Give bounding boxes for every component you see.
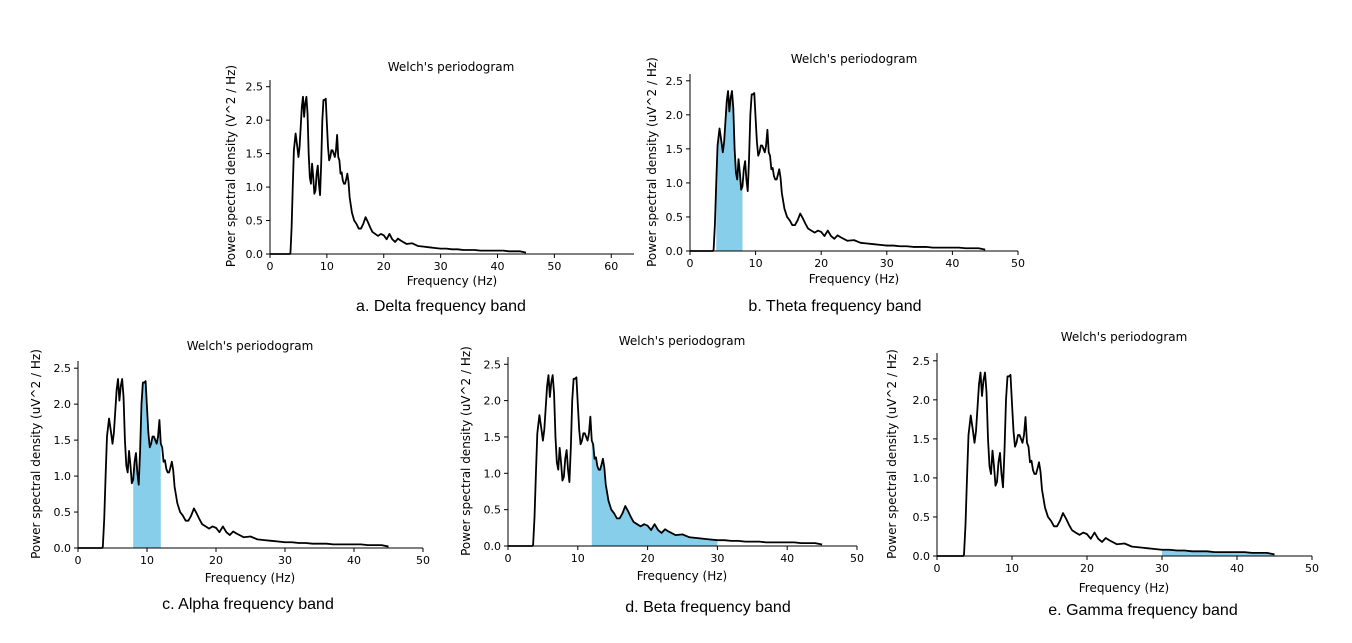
y-tick-label: 1.0 — [246, 181, 264, 194]
figure-caption: e. Gamma frequency band — [1048, 602, 1238, 619]
x-tick-label: 10 — [140, 554, 154, 567]
y-tick-label: 2.0 — [246, 114, 264, 127]
y-axis-label: Power spectral density (uV^2 / Hz) — [645, 57, 659, 267]
y-tick-label: 2.5 — [666, 75, 684, 88]
x-tick-label: 50 — [547, 260, 561, 273]
x-tick-label: 40 — [491, 260, 505, 273]
x-axis-label: Frequency (Hz) — [407, 274, 498, 288]
x-tick-label: 20 — [377, 260, 391, 273]
y-tick-label: 2.5 — [246, 81, 264, 94]
x-tick-label: 40 — [780, 552, 794, 565]
x-axis-label: Frequency (Hz) — [205, 571, 296, 585]
x-axis-label: Frequency (Hz) — [809, 272, 900, 286]
x-tick-label: 0 — [934, 562, 941, 575]
chart-title: Welch's periodogram — [187, 339, 314, 353]
y-axis-label: Power spectral density (uV^2 / Hz) — [885, 349, 899, 559]
x-tick-label: 20 — [814, 257, 828, 270]
x-tick-label: 20 — [1080, 562, 1094, 575]
y-tick-label: 2.0 — [484, 395, 502, 408]
chart-title: Welch's periodogram — [791, 52, 918, 66]
x-tick-label: 30 — [1155, 562, 1169, 575]
psd-line — [508, 374, 823, 547]
x-tick-label: 10 — [320, 260, 334, 273]
figure-caption: d. Beta frequency band — [625, 599, 791, 616]
x-tick-label: 50 — [416, 554, 430, 567]
chart-title: Welch's periodogram — [388, 60, 515, 74]
x-tick-label: 40 — [945, 257, 959, 270]
chart-title: Welch's periodogram — [619, 334, 746, 348]
x-tick-label: 0 — [687, 257, 694, 270]
y-tick-label: 2.5 — [913, 355, 931, 368]
chart-title: Welch's periodogram — [1061, 330, 1188, 344]
figure-caption: c. Alpha frequency band — [162, 596, 334, 613]
x-tick-label: 0 — [267, 260, 274, 273]
x-tick-label: 10 — [749, 257, 763, 270]
y-tick-label: 2.5 — [484, 358, 502, 371]
y-axis-label: Power spectral density (V^2 / Hz) — [224, 65, 238, 267]
y-tick-label: 1.5 — [54, 434, 72, 447]
y-tick-label: 2.0 — [54, 398, 72, 411]
y-tick-label: 1.5 — [913, 433, 931, 446]
figure-caption: b. Theta frequency band — [748, 298, 922, 315]
y-tick-label: 1.0 — [913, 472, 931, 485]
x-tick-label: 40 — [1230, 562, 1244, 575]
x-axis-label: Frequency (Hz) — [1079, 581, 1170, 595]
x-axis-label: Frequency (Hz) — [637, 569, 728, 583]
figure-caption: a. Delta frequency band — [356, 298, 526, 315]
x-tick-label: 10 — [571, 552, 585, 565]
x-tick-label: 30 — [434, 260, 448, 273]
y-tick-label: 1.5 — [484, 431, 502, 444]
band-fill — [716, 91, 743, 252]
band-fill — [133, 381, 161, 548]
y-tick-label: 0.0 — [484, 540, 502, 553]
y-tick-label: 0.0 — [913, 550, 931, 563]
x-tick-label: 40 — [347, 554, 361, 567]
y-tick-label: 0.0 — [246, 248, 264, 261]
psd-line — [270, 95, 527, 255]
x-tick-label: 0 — [505, 552, 512, 565]
y-tick-label: 1.0 — [54, 470, 72, 483]
y-tick-label: 1.5 — [666, 143, 684, 156]
x-tick-label: 50 — [1011, 257, 1025, 270]
x-tick-label: 30 — [278, 554, 292, 567]
y-tick-label: 0.5 — [666, 211, 684, 224]
y-tick-label: 0.0 — [666, 245, 684, 258]
y-tick-label: 0.5 — [913, 511, 931, 524]
y-tick-label: 0.5 — [246, 215, 264, 228]
x-tick-label: 50 — [1305, 562, 1319, 575]
psd-line — [78, 378, 389, 549]
x-tick-label: 60 — [604, 260, 618, 273]
y-tick-label: 2.0 — [666, 109, 684, 122]
y-tick-label: 1.5 — [246, 148, 264, 161]
x-tick-label: 30 — [880, 257, 894, 270]
psd-line — [937, 371, 1275, 557]
y-tick-label: 1.0 — [484, 467, 502, 480]
y-tick-label: 0.5 — [484, 504, 502, 517]
y-tick-label: 2.5 — [54, 362, 72, 375]
y-axis-label: Power spectral density (uV^2 / Hz) — [459, 346, 473, 556]
y-axis-label: Power spectral density (uV^2 / Hz) — [29, 349, 43, 559]
x-tick-label: 30 — [710, 552, 724, 565]
y-tick-label: 0.5 — [54, 506, 72, 519]
y-tick-label: 2.0 — [913, 394, 931, 407]
x-tick-label: 0 — [75, 554, 82, 567]
psd-line — [690, 90, 986, 252]
x-tick-label: 20 — [209, 554, 223, 567]
band-fill — [591, 440, 718, 546]
x-tick-label: 50 — [850, 552, 864, 565]
x-tick-label: 10 — [1005, 562, 1019, 575]
y-tick-label: 0.0 — [54, 542, 72, 555]
x-tick-label: 20 — [641, 552, 655, 565]
y-tick-label: 1.0 — [666, 177, 684, 190]
